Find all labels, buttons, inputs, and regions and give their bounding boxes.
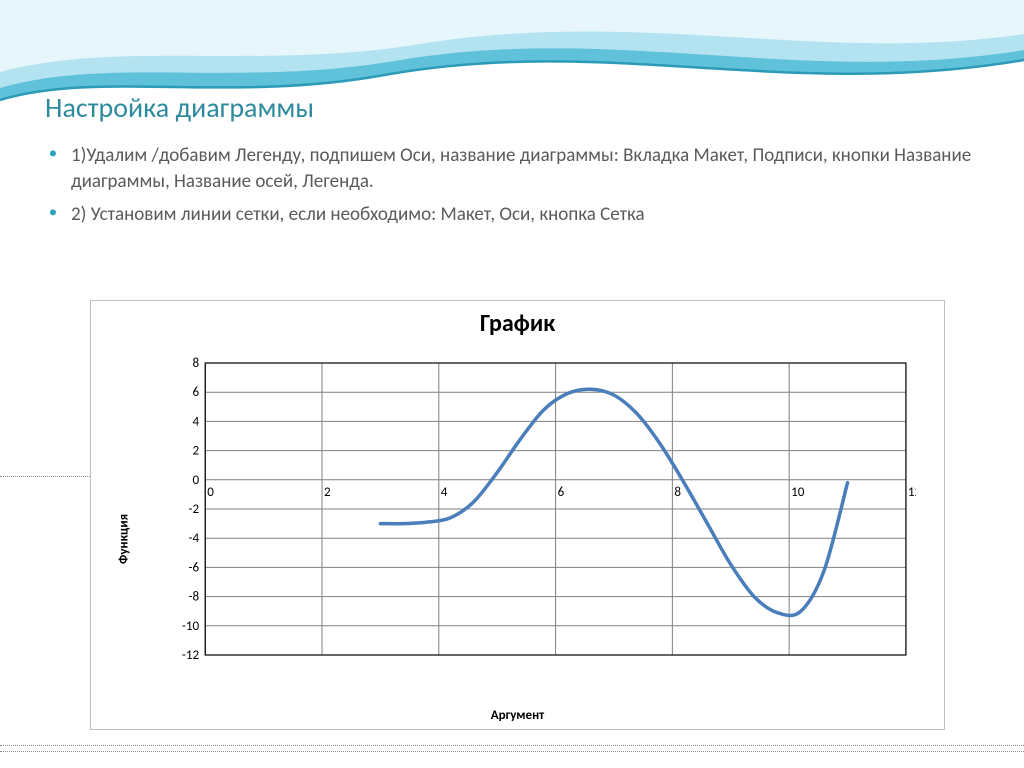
svg-text:8: 8	[674, 484, 681, 500]
svg-text:0: 0	[207, 484, 214, 500]
bullet-list: 1)Удалим /добавим Легенду, подпишем Оси,…	[45, 143, 979, 228]
svg-text:10: 10	[791, 484, 805, 500]
bullet-item: 1)Удалим /добавим Легенду, подпишем Оси,…	[45, 143, 979, 194]
svg-text:-2: -2	[189, 501, 200, 517]
ruler-guide	[0, 745, 1024, 746]
ruler-guide	[0, 476, 78, 477]
svg-text:12: 12	[908, 484, 916, 500]
chart-svg: -12 -10 -8 -6 -4 -2 0 2 4 6 8 0 2 4 6 8 10 12	[171, 357, 916, 677]
bullet-item: 2) Установим линии сетки, если необходим…	[45, 202, 979, 228]
slide-title: Настройка диаграммы	[45, 90, 979, 125]
chart-body: Функция Аргумент -12 -10 -8 -6 -4 -2 0 2 4 6 8 0 2 4 6…	[91, 349, 944, 729]
svg-text:-6: -6	[189, 559, 200, 575]
svg-text:8: 8	[193, 357, 200, 371]
chart-container: График Функция Аргумент -12 -10 -8 -6 -4 -2 0 2…	[90, 300, 945, 730]
svg-text:4: 4	[193, 413, 200, 429]
svg-text:2: 2	[324, 484, 331, 500]
svg-text:0: 0	[193, 472, 200, 488]
ruler-guide	[0, 751, 1024, 752]
y-axis-label: Функция	[117, 514, 132, 564]
x-axis-label: Аргумент	[91, 708, 944, 723]
chart-title: График	[91, 301, 944, 338]
svg-text:-4: -4	[189, 530, 200, 546]
svg-text:-8: -8	[189, 589, 200, 605]
svg-text:2: 2	[193, 443, 200, 459]
svg-text:-12: -12	[182, 647, 200, 663]
svg-text:6: 6	[193, 384, 200, 400]
svg-text:6: 6	[558, 484, 565, 500]
svg-text:4: 4	[441, 484, 448, 500]
svg-text:-10: -10	[182, 618, 200, 634]
plot-area: -12 -10 -8 -6 -4 -2 0 2 4 6 8 0 2 4 6 8 10 12	[171, 357, 916, 677]
